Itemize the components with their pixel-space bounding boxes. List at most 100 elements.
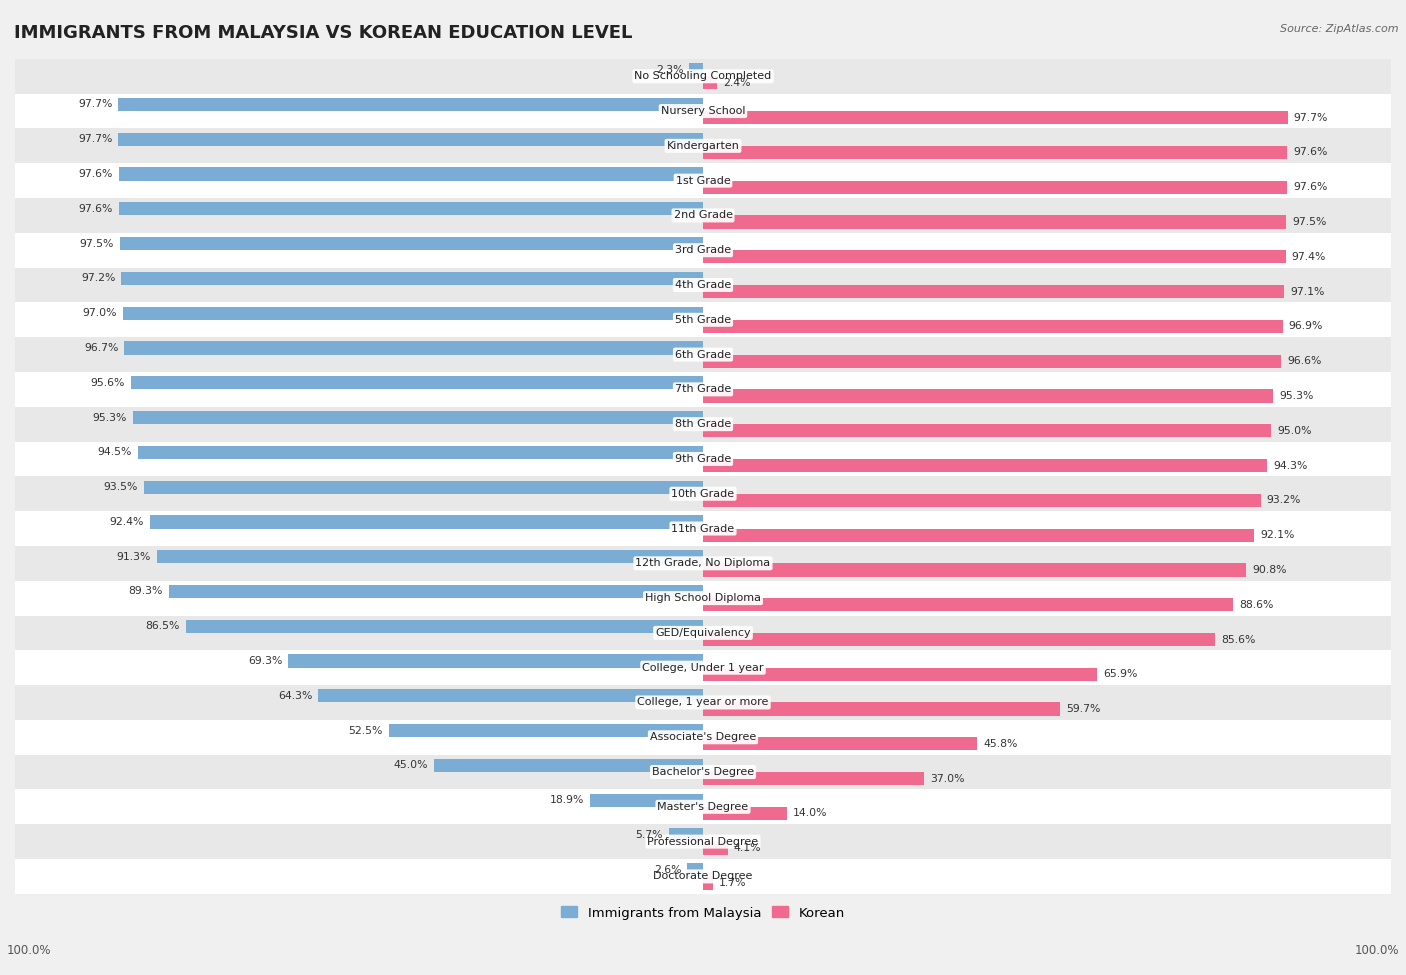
Text: 4.1%: 4.1%	[734, 843, 761, 853]
Bar	[703, 111, 1288, 124]
Bar	[15, 824, 1391, 859]
Text: 96.7%: 96.7%	[84, 343, 118, 353]
Text: 2.3%: 2.3%	[655, 64, 683, 75]
Bar	[15, 511, 1391, 546]
Text: 52.5%: 52.5%	[349, 725, 382, 736]
Text: Source: ZipAtlas.com: Source: ZipAtlas.com	[1281, 24, 1399, 34]
Text: 97.2%: 97.2%	[82, 273, 115, 284]
Text: 7th Grade: 7th Grade	[675, 384, 731, 394]
Text: IMMIGRANTS FROM MALAYSIA VS KOREAN EDUCATION LEVEL: IMMIGRANTS FROM MALAYSIA VS KOREAN EDUCA…	[14, 24, 633, 42]
Bar	[15, 233, 1391, 267]
Text: 69.3%: 69.3%	[247, 656, 283, 666]
Bar	[120, 237, 703, 251]
Text: 92.4%: 92.4%	[110, 517, 145, 526]
Text: 12th Grade, No Diploma: 12th Grade, No Diploma	[636, 559, 770, 568]
Text: 4th Grade: 4th Grade	[675, 280, 731, 290]
Text: 97.0%: 97.0%	[82, 308, 117, 318]
Text: 14.0%: 14.0%	[793, 808, 827, 818]
Text: 59.7%: 59.7%	[1066, 704, 1101, 714]
Text: 18.9%: 18.9%	[550, 796, 583, 805]
Text: 9th Grade: 9th Grade	[675, 454, 731, 464]
Bar	[118, 133, 703, 146]
Bar	[703, 807, 787, 820]
Text: 5.7%: 5.7%	[636, 830, 662, 840]
Text: 2.6%: 2.6%	[654, 865, 682, 875]
Bar	[15, 720, 1391, 755]
Text: 97.7%: 97.7%	[79, 99, 112, 109]
Bar	[131, 376, 703, 389]
Text: 97.6%: 97.6%	[1294, 147, 1327, 157]
Bar	[703, 320, 1282, 333]
Text: College, 1 year or more: College, 1 year or more	[637, 697, 769, 708]
Bar	[15, 581, 1391, 615]
Bar	[125, 341, 703, 355]
Bar	[703, 389, 1274, 403]
Text: 96.9%: 96.9%	[1289, 322, 1323, 332]
Bar	[120, 168, 703, 180]
Text: 93.2%: 93.2%	[1267, 495, 1301, 505]
Text: 97.6%: 97.6%	[79, 204, 112, 214]
Text: Doctorate Degree: Doctorate Degree	[654, 872, 752, 881]
Bar	[143, 481, 703, 493]
Text: 94.5%: 94.5%	[97, 448, 132, 457]
Bar	[703, 633, 1215, 646]
Text: 95.6%: 95.6%	[91, 377, 125, 388]
Text: 90.8%: 90.8%	[1253, 565, 1286, 575]
Bar	[150, 516, 703, 528]
Bar	[703, 772, 924, 785]
Bar	[15, 163, 1391, 198]
Bar	[434, 759, 703, 772]
Text: No Schooling Completed: No Schooling Completed	[634, 71, 772, 81]
Text: 86.5%: 86.5%	[145, 621, 180, 631]
Text: 97.4%: 97.4%	[1292, 252, 1326, 262]
Bar	[15, 198, 1391, 233]
Bar	[121, 272, 703, 285]
Bar	[15, 372, 1391, 407]
Bar	[703, 146, 1286, 159]
Bar	[703, 285, 1284, 298]
Bar	[703, 528, 1254, 542]
Text: High School Diploma: High School Diploma	[645, 593, 761, 604]
Bar	[15, 337, 1391, 372]
Bar	[15, 129, 1391, 163]
Text: 95.0%: 95.0%	[1277, 426, 1312, 436]
Bar	[703, 215, 1286, 229]
Bar	[389, 724, 703, 737]
Bar	[703, 180, 1286, 194]
Bar	[15, 477, 1391, 511]
Bar	[122, 306, 703, 320]
Bar	[591, 794, 703, 807]
Text: 97.7%: 97.7%	[79, 135, 112, 144]
Text: 92.1%: 92.1%	[1260, 530, 1295, 540]
Text: 8th Grade: 8th Grade	[675, 419, 731, 429]
Bar	[288, 654, 703, 668]
Text: 3rd Grade: 3rd Grade	[675, 246, 731, 255]
Text: 97.6%: 97.6%	[1294, 182, 1327, 192]
Bar	[15, 267, 1391, 302]
Bar	[169, 585, 703, 598]
Bar	[703, 702, 1060, 716]
Bar	[703, 564, 1246, 576]
Text: 100.0%: 100.0%	[7, 945, 52, 957]
Text: 97.5%: 97.5%	[79, 239, 114, 249]
Bar	[703, 668, 1097, 681]
Text: 97.5%: 97.5%	[1292, 217, 1327, 227]
Bar	[157, 550, 703, 564]
Bar	[15, 58, 1391, 94]
Bar	[703, 737, 977, 751]
Text: 11th Grade: 11th Grade	[672, 524, 734, 533]
Text: GED/Equivalency: GED/Equivalency	[655, 628, 751, 638]
Bar	[15, 407, 1391, 442]
Text: 2.4%: 2.4%	[723, 78, 751, 88]
Text: 37.0%: 37.0%	[931, 773, 965, 784]
Bar	[703, 76, 717, 90]
Text: 6th Grade: 6th Grade	[675, 350, 731, 360]
Bar	[15, 650, 1391, 685]
Text: 5th Grade: 5th Grade	[675, 315, 731, 325]
Text: 93.5%: 93.5%	[103, 482, 138, 492]
Text: 97.1%: 97.1%	[1289, 287, 1324, 296]
Bar	[703, 355, 1281, 368]
Bar	[703, 598, 1233, 611]
Text: 100.0%: 100.0%	[1354, 945, 1399, 957]
Bar	[15, 615, 1391, 650]
